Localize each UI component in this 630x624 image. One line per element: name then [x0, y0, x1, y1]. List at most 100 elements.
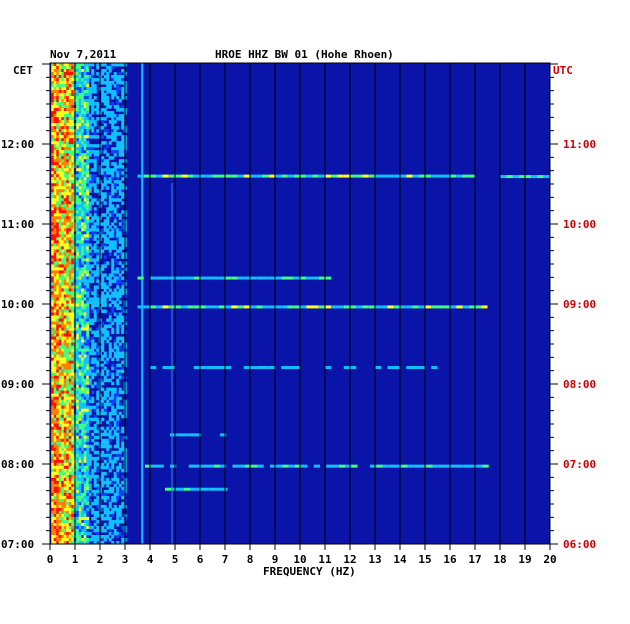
- spectrum-cell: [68, 147, 72, 151]
- spectrum-cell: [61, 162, 65, 166]
- spectrum-cell: [76, 87, 80, 91]
- spectrum-cell: [103, 438, 107, 443]
- spectrum-cell: [93, 330, 97, 335]
- line-3-7hz: [141, 63, 144, 544]
- spectrum-cell: [61, 507, 65, 512]
- spectrum-cell: [108, 411, 112, 416]
- spectrum-cell: [88, 168, 92, 172]
- spectrum-cell: [63, 318, 67, 323]
- spectrum-cell: [83, 63, 87, 67]
- spectrum-cell: [71, 156, 75, 160]
- spectrum-cell: [101, 276, 105, 280]
- spectrum-cell: [111, 456, 115, 461]
- spectrum-cell: [58, 483, 62, 488]
- spectrum-cell: [66, 135, 70, 139]
- spectrum-cell: [58, 324, 62, 329]
- event-streak: [145, 464, 152, 468]
- spectrum-cell: [71, 150, 75, 154]
- spectrum-cell: [71, 534, 75, 539]
- spectrum-cell: [96, 105, 100, 109]
- spectrum-cell: [101, 90, 105, 94]
- x-tick-label: 15: [418, 553, 431, 566]
- spectrum-cell: [96, 531, 100, 536]
- spectrum-cell: [86, 246, 90, 250]
- spectrum-cell: [71, 483, 75, 488]
- event-streak: [156, 305, 163, 309]
- spectrum-cell: [83, 354, 87, 359]
- spectrum-cell: [53, 504, 57, 509]
- spectrum-cell: [63, 528, 67, 533]
- spectrum-cell: [83, 420, 87, 425]
- spectrum-cell: [68, 81, 72, 85]
- spectrum-cell: [66, 351, 70, 356]
- spectrum-cell: [106, 96, 110, 100]
- spectrum-cell: [53, 126, 57, 130]
- spectrum-cell: [121, 126, 125, 130]
- event-streak: [175, 174, 182, 178]
- spectrum-cell: [71, 291, 75, 295]
- event-streak: [182, 433, 189, 437]
- y-tick-label-cet: 10:00: [1, 298, 34, 311]
- spectrum-cell: [53, 138, 57, 142]
- spectrum-cell: [113, 420, 117, 425]
- spectrum-cell: [58, 105, 62, 109]
- spectrum-cell: [108, 201, 112, 205]
- spectrum-cell: [81, 333, 85, 338]
- spectrum-cell: [51, 444, 55, 449]
- spectrum-cell: [101, 198, 105, 202]
- spectrum-cell: [76, 324, 80, 329]
- event-streak: [382, 464, 389, 468]
- spectrum-cell: [56, 372, 60, 377]
- spectrum-cell: [61, 324, 65, 329]
- spectrum-cell: [68, 75, 72, 79]
- spectrum-cell: [101, 78, 105, 82]
- spectrum-cell: [88, 186, 92, 190]
- spectrum-cell: [68, 198, 72, 202]
- spectrum-cell: [58, 114, 62, 118]
- spectrum-cell: [106, 222, 110, 226]
- spectrum-cell: [66, 432, 70, 437]
- spectrum-cell: [71, 213, 75, 217]
- spectrum-cell: [88, 183, 92, 187]
- spectrum-cell: [76, 315, 80, 320]
- spectrum-cell: [83, 72, 87, 76]
- spectrum-cell: [118, 246, 122, 250]
- spectrum-cell: [66, 438, 70, 443]
- spectrum-cell: [83, 147, 87, 151]
- event-streak: [143, 174, 150, 178]
- spectrum-cell: [93, 540, 97, 545]
- spectrum-cell: [56, 474, 60, 479]
- spectrum-cell: [53, 468, 57, 473]
- event-streak: [275, 174, 282, 178]
- spectrum-cell: [106, 240, 110, 244]
- spectrum-cell: [53, 309, 57, 314]
- event-streak: [287, 366, 294, 370]
- spectrum-cell: [121, 495, 125, 500]
- spectrum-cell: [91, 360, 95, 365]
- spectrum-cell: [88, 102, 92, 106]
- spectrum-cell: [63, 516, 67, 521]
- spectrum-cell: [116, 363, 120, 368]
- spectrum-cell: [58, 414, 62, 419]
- spectrum-cell: [83, 306, 87, 311]
- spectrum-cell: [108, 282, 112, 286]
- spectrum-cell: [58, 354, 62, 359]
- spectrum-cell: [103, 534, 107, 539]
- x-tick-label: 3: [122, 553, 129, 566]
- spectrum-cell: [96, 534, 100, 539]
- spectrum-cell: [81, 249, 85, 253]
- spectrum-cell: [68, 516, 72, 521]
- spectrum-cell: [53, 381, 57, 386]
- spectrum-cell: [58, 126, 62, 130]
- event-streak: [187, 174, 194, 178]
- spectrum-cell: [53, 291, 57, 295]
- spectrum-cell: [101, 453, 105, 458]
- spectrum-cell: [88, 213, 92, 217]
- spectrum-cell: [93, 459, 97, 464]
- spectrum-cell: [71, 237, 75, 241]
- spectrum-cell: [76, 423, 80, 428]
- spectrum-cell: [103, 237, 107, 241]
- spectrum-cell: [56, 363, 60, 368]
- spectrum-cell: [68, 519, 72, 524]
